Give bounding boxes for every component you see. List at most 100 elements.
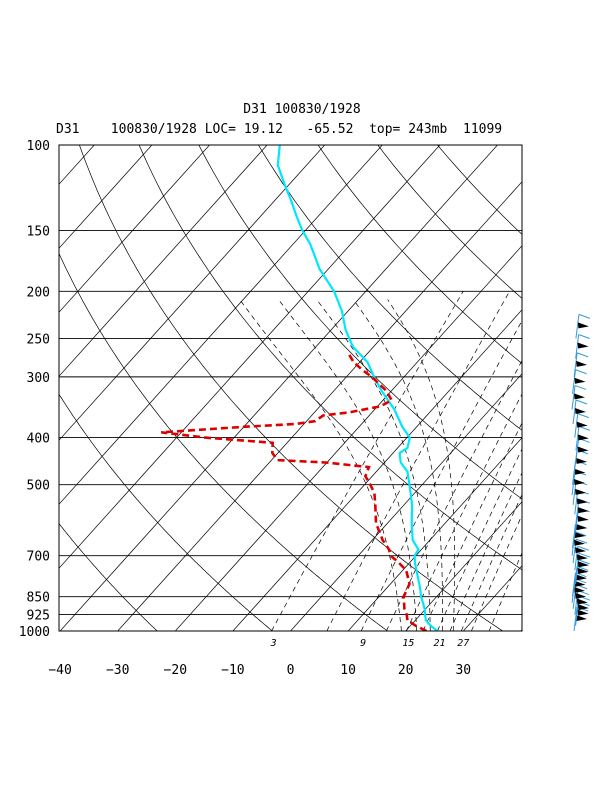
mixing-ratio-line bbox=[488, 551, 522, 631]
mixing-ratio-label: 15 bbox=[402, 638, 414, 649]
pressure-tick-label: 200 bbox=[27, 285, 50, 300]
dry-adiabat-lines bbox=[59, 145, 522, 631]
isotherm-line bbox=[59, 145, 95, 185]
dewpoint-trace bbox=[161, 353, 427, 631]
temperature-tick-label: 20 bbox=[398, 663, 414, 678]
wind-barb-feather bbox=[575, 399, 588, 405]
wind-barb-pennant bbox=[577, 561, 589, 568]
pressure-tick-label: 400 bbox=[27, 432, 50, 447]
isotherm-line bbox=[520, 629, 522, 631]
isotherm-line bbox=[174, 245, 522, 631]
pressure-tick-label: 100 bbox=[27, 139, 50, 154]
isotherm-line bbox=[59, 145, 268, 377]
wind-barb bbox=[575, 425, 591, 451]
wind-barb-staff bbox=[573, 606, 578, 632]
moist-adiabat-lines bbox=[239, 299, 456, 631]
pressure-tick-label: 925 bbox=[27, 609, 50, 624]
wind-barb-staff bbox=[571, 385, 576, 410]
wind-barb-staff bbox=[572, 480, 577, 505]
mixing-ratio-line bbox=[422, 422, 522, 631]
isotherm-line bbox=[59, 145, 210, 313]
pressure-tick-label: 700 bbox=[27, 550, 50, 565]
mixing-ratio-line bbox=[406, 393, 522, 631]
wind-barb-pennant bbox=[576, 498, 588, 505]
wind-barb bbox=[571, 384, 587, 410]
mixing-ratio-line bbox=[326, 291, 510, 631]
wind-barb bbox=[573, 352, 589, 377]
wind-barb-pennant bbox=[577, 322, 589, 329]
wind-barb-pennant bbox=[577, 567, 589, 574]
chart-subtitle: D31 100830/1928 LOC= 19.12 -65.52 top= 2… bbox=[56, 122, 502, 137]
isotherm-line bbox=[232, 309, 522, 631]
wind-barb-staff bbox=[575, 334, 580, 359]
dry-adiabat-line bbox=[59, 393, 273, 631]
mixing-ratio-lines bbox=[271, 291, 522, 631]
mixing-ratio-line bbox=[460, 493, 522, 631]
pressure-tick-label: 150 bbox=[27, 225, 50, 240]
wind-barbs bbox=[571, 313, 591, 632]
mixing-ratio-line bbox=[386, 359, 522, 631]
pressure-tick-label: 300 bbox=[27, 371, 50, 386]
wind-barb-staff bbox=[571, 572, 576, 597]
wind-barb-pennant bbox=[574, 580, 586, 587]
temperature-tick-label: −40 bbox=[48, 663, 71, 678]
wind-barb-pennant bbox=[575, 547, 587, 554]
isotherm-line bbox=[290, 373, 522, 631]
plot-frame bbox=[58, 144, 523, 632]
sounding-traces bbox=[161, 145, 439, 631]
dry-adiabat-line bbox=[59, 252, 389, 631]
mixing-ratio-line bbox=[471, 514, 522, 631]
wind-barb-staff bbox=[571, 470, 576, 496]
mixing-ratio-line bbox=[449, 471, 522, 631]
wind-barb-staff bbox=[574, 413, 579, 438]
wind-barb-pennant bbox=[576, 457, 588, 464]
chart-title: D31 100830/1928 bbox=[243, 102, 360, 117]
temperature-tick-label: −20 bbox=[164, 663, 187, 678]
pressure-tick-label: 1000 bbox=[19, 625, 50, 640]
wind-barb-feather bbox=[575, 538, 588, 544]
wind-barb-pennant bbox=[577, 507, 589, 514]
mixing-ratio-label: 21 bbox=[433, 638, 445, 649]
wind-barb-feather bbox=[578, 334, 590, 339]
wind-barb-feather bbox=[575, 369, 587, 375]
temperature-trace bbox=[276, 145, 439, 631]
wind-barb-staff bbox=[571, 523, 576, 549]
wind-barb-feather bbox=[578, 313, 591, 319]
wind-barb-pennant bbox=[576, 524, 588, 531]
wind-barb-staff bbox=[573, 352, 578, 377]
wind-barb-pennant bbox=[576, 554, 588, 561]
wind-barb-pennant bbox=[574, 478, 586, 485]
wind-barb-pennant bbox=[576, 360, 588, 367]
mixing-ratio-line bbox=[271, 291, 464, 631]
mixing-ratio-labels: 3 9 15 21 27 bbox=[270, 638, 470, 649]
mixing-ratio-line bbox=[437, 448, 522, 631]
isotherm-lines bbox=[59, 145, 522, 631]
dry-adiabat-line bbox=[257, 145, 522, 431]
wind-barb-pennant bbox=[577, 446, 589, 453]
wind-barb-pennant bbox=[577, 515, 589, 522]
wind-barb-feather bbox=[578, 559, 590, 565]
dry-adiabat-line bbox=[198, 145, 522, 500]
wind-barb-staff bbox=[575, 314, 580, 339]
wind-barb bbox=[575, 334, 590, 359]
wind-barb-pennant bbox=[575, 488, 587, 495]
wind-barb-pennant bbox=[574, 586, 586, 593]
wind-barb-feather bbox=[578, 425, 591, 431]
dry-adiabat-line bbox=[138, 145, 522, 571]
isotherm-line bbox=[405, 501, 522, 631]
temperature-axis-labels: −40 −30 −20 −10 0 10 20 30 bbox=[48, 663, 471, 678]
wind-barb-pennant bbox=[577, 604, 589, 611]
pressure-tick-label: 850 bbox=[27, 591, 50, 606]
wind-barb-feather bbox=[577, 545, 589, 551]
mixing-ratio-label: 9 bbox=[360, 638, 366, 649]
isotherm-line bbox=[59, 145, 153, 249]
mixing-ratio-label: 3 bbox=[270, 638, 277, 649]
mixing-ratio-line bbox=[360, 319, 522, 631]
wind-barb-pennant bbox=[574, 377, 586, 384]
wind-barb-pennant bbox=[577, 342, 589, 349]
isotherm-line bbox=[117, 181, 522, 631]
temperature-tick-label: −30 bbox=[106, 663, 129, 678]
wind-barb-feather bbox=[577, 413, 589, 419]
